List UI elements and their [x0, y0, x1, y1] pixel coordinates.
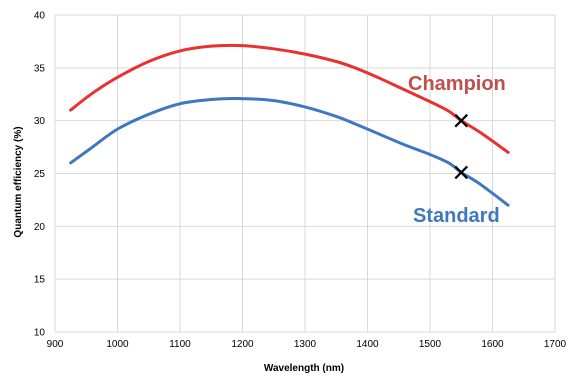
x-tick-label: 1300: [294, 339, 317, 350]
series-line-standard: [69, 96, 510, 207]
x-axis-title: Wavelength (nm): [264, 363, 344, 374]
x-tick-label: 900: [47, 339, 64, 350]
y-tick-label: 15: [34, 275, 46, 286]
x-tick-label: 1600: [481, 339, 504, 350]
x-tick-label: 1500: [419, 339, 442, 350]
y-axis-ticks: 10 15 20 25 30 35 40: [34, 11, 46, 339]
y-tick-label: 35: [34, 63, 46, 74]
marker-group: [454, 113, 469, 180]
y-tick-label: 30: [34, 116, 46, 127]
x-tick-label: 1000: [106, 339, 129, 350]
standard-label: Standard: [413, 205, 500, 227]
x-tick-label: 1200: [231, 339, 254, 350]
x-tick-label: 1400: [356, 339, 379, 350]
y-tick-label: 10: [34, 328, 46, 339]
series-line-champion: [69, 43, 510, 154]
champion-label: Champion: [408, 73, 506, 95]
x-marker-stroke: [454, 113, 469, 128]
x-tick-label: 1100: [169, 339, 191, 350]
x-axis-ticks: 900 1000 1100 1200 1300 1400 1500 1600 1700: [47, 339, 567, 350]
series-group: [69, 43, 510, 207]
y-tick-label: 25: [34, 169, 46, 180]
y-axis-title: Quantum efficiency (%): [13, 126, 24, 237]
gridlines: [54, 14, 556, 333]
x-marker-standard: [454, 165, 469, 180]
x-marker-stroke: [454, 165, 469, 180]
y-tick-label: 40: [34, 11, 46, 22]
y-tick-label: 20: [34, 222, 46, 233]
x-tick-label: 1700: [544, 339, 567, 350]
x-marker-champion: [454, 113, 469, 128]
